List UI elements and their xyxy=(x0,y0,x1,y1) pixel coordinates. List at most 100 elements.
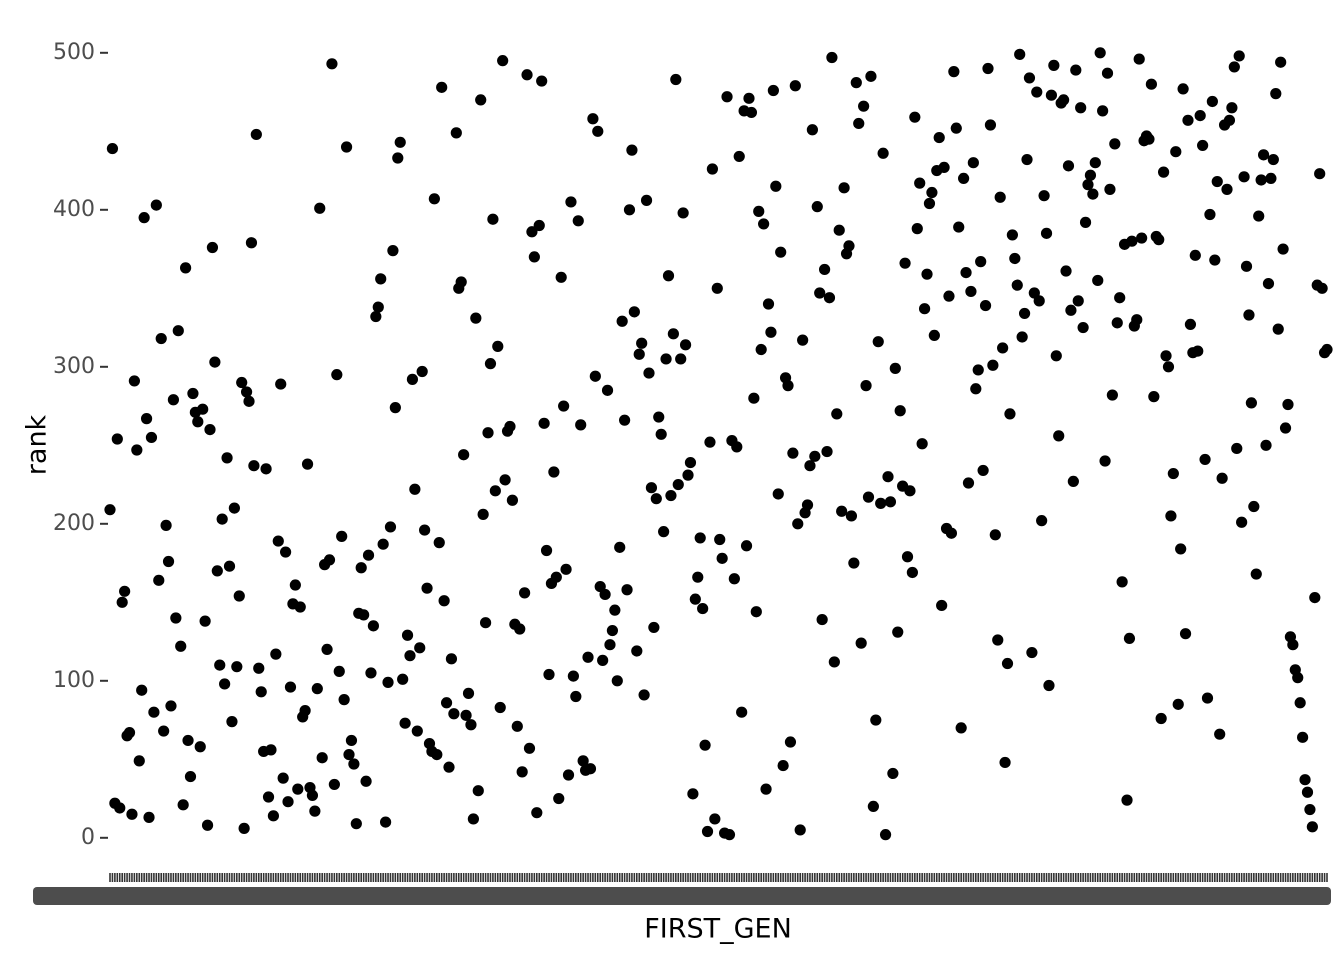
data-point xyxy=(711,282,723,294)
data-point xyxy=(1058,94,1070,106)
data-point xyxy=(206,241,219,254)
data-point xyxy=(1255,174,1267,186)
data-point xyxy=(428,193,440,205)
y-axis: 0 100 200 300 400 500 xyxy=(53,40,108,850)
data-point xyxy=(326,58,338,70)
data-point xyxy=(836,505,848,517)
data-point xyxy=(245,237,258,249)
data-point xyxy=(411,725,423,737)
data-point xyxy=(1211,175,1223,188)
data-point xyxy=(567,670,579,682)
data-point xyxy=(1321,343,1333,356)
data-point xyxy=(1121,794,1133,806)
data-point xyxy=(867,800,879,813)
data-point xyxy=(731,441,743,453)
data-point xyxy=(104,504,116,516)
data-point xyxy=(494,701,506,714)
data-point xyxy=(1126,235,1138,247)
data-point xyxy=(162,555,175,568)
data-point xyxy=(833,224,845,236)
data-point xyxy=(1082,179,1094,191)
data-point xyxy=(994,191,1006,203)
data-point xyxy=(1160,350,1172,362)
data-point xyxy=(316,752,328,764)
data-point xyxy=(640,194,653,206)
data-point xyxy=(1111,317,1123,329)
data-point xyxy=(301,458,314,470)
data-point xyxy=(1065,304,1077,316)
data-point xyxy=(158,725,170,737)
data-point xyxy=(1167,467,1179,480)
data-point xyxy=(167,394,180,406)
data-point xyxy=(533,219,545,232)
data-point xyxy=(1021,153,1033,166)
data-point xyxy=(721,91,733,103)
data-point xyxy=(1175,543,1187,555)
data-point xyxy=(375,273,387,285)
data-point xyxy=(1248,500,1260,513)
data-point xyxy=(1092,274,1104,287)
data-point xyxy=(972,364,984,376)
data-point xyxy=(687,788,699,800)
y-tick-label: 200 xyxy=(53,511,95,536)
data-point xyxy=(262,791,275,803)
data-point xyxy=(828,656,840,668)
data-point xyxy=(482,427,494,439)
data-point xyxy=(543,668,555,681)
data-point xyxy=(626,144,638,156)
data-point xyxy=(416,365,428,378)
data-point xyxy=(265,744,277,756)
data-point xyxy=(1016,331,1028,343)
data-point xyxy=(1048,59,1060,71)
data-point xyxy=(150,199,162,211)
data-point xyxy=(638,689,650,701)
data-point xyxy=(1199,453,1211,466)
data-point xyxy=(860,380,872,392)
data-point xyxy=(589,370,601,382)
data-point xyxy=(1053,430,1065,442)
x-axis-title: FIRST_GEN xyxy=(644,914,792,945)
data-point xyxy=(177,799,189,811)
data-point xyxy=(277,772,289,784)
data-point xyxy=(340,141,353,153)
data-point xyxy=(928,329,940,341)
data-point xyxy=(1197,139,1209,152)
data-point xyxy=(519,587,531,599)
data-point xyxy=(784,736,797,748)
data-point xyxy=(1184,318,1197,331)
data-point xyxy=(982,62,994,75)
data-point xyxy=(387,245,399,257)
data-point xyxy=(299,705,311,717)
data-point xyxy=(1094,47,1106,59)
data-point xyxy=(1087,188,1099,200)
data-point xyxy=(458,449,470,461)
data-point xyxy=(816,613,828,626)
data-point xyxy=(540,544,553,557)
data-point xyxy=(1045,89,1058,101)
data-point xyxy=(826,51,838,64)
data-point xyxy=(1116,576,1128,588)
data-point xyxy=(1216,472,1228,484)
data-point xyxy=(216,513,228,525)
data-point xyxy=(616,315,628,327)
data-point xyxy=(1106,389,1118,401)
data-point xyxy=(1306,821,1318,833)
data-point xyxy=(909,111,921,123)
data-point xyxy=(311,683,323,695)
data-point xyxy=(184,770,197,783)
data-point xyxy=(575,419,587,431)
data-point xyxy=(384,521,397,533)
data-point xyxy=(733,150,745,163)
data-point xyxy=(221,452,233,464)
data-point xyxy=(248,460,260,472)
data-point xyxy=(489,485,501,497)
data-point xyxy=(399,717,411,729)
data-point xyxy=(487,213,499,225)
data-point xyxy=(314,202,326,214)
data-point xyxy=(419,524,431,536)
data-point xyxy=(1238,171,1250,183)
data-point xyxy=(560,563,572,575)
data-point xyxy=(621,584,633,596)
data-point xyxy=(611,675,623,687)
